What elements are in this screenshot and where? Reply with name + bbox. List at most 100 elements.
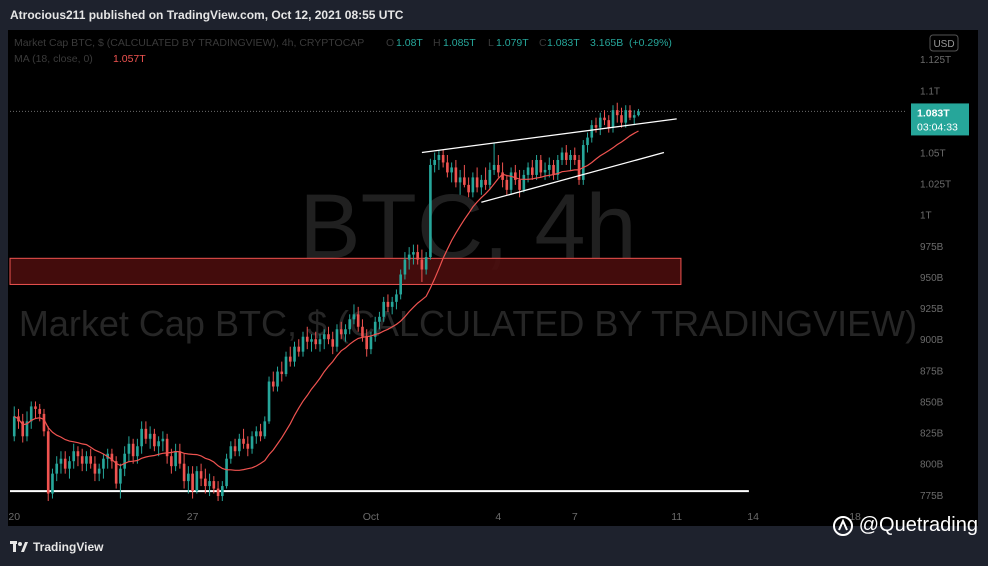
candle-body [46, 431, 50, 494]
time-tick-label: 11 [671, 511, 682, 523]
candle-body [628, 110, 632, 118]
candle-body [407, 254, 411, 260]
candle-body [68, 461, 71, 469]
current-price-value: 1.083T [917, 107, 950, 119]
candle-body [344, 329, 347, 335]
candle-body [195, 471, 199, 492]
candle-body [352, 314, 356, 320]
candle-body [620, 115, 623, 123]
chart-panel[interactable]: BTC, 4h Market Cap BTC, $ (CALCULATED BY… [8, 30, 978, 526]
price-tick-label: 875B [920, 366, 944, 377]
candle-body [267, 381, 271, 422]
price-tick-label: 1T [920, 211, 932, 222]
candle-body [12, 416, 16, 437]
candle-body [157, 441, 160, 447]
candle-body [301, 336, 305, 352]
candle-body [178, 451, 182, 464]
candle-body [55, 463, 59, 474]
legend: Market Cap BTC, $ (CALCULATED BY TRADING… [14, 37, 672, 65]
legend-open: 1.08T [396, 37, 423, 49]
time-tick-label: 20 [8, 511, 20, 523]
candle-body [250, 436, 254, 449]
candle-body [446, 162, 449, 173]
candle-body [25, 421, 29, 437]
price-axis[interactable]: 1.125T1.1T1.075T1.05T1.025T1T975B950B925… [920, 55, 951, 502]
candle-body [552, 164, 555, 175]
candle-body [467, 184, 470, 193]
candle-body [594, 125, 598, 128]
candle-body [530, 167, 534, 175]
candle-body [246, 443, 250, 449]
legend-symbol: Market Cap BTC, $ (CALCULATED BY TRADING… [14, 37, 364, 49]
candle-body [560, 152, 564, 160]
candle-body [390, 301, 394, 307]
candle-body [305, 336, 309, 342]
candle-body [233, 446, 237, 452]
chart-canvas[interactable]: BTC, 4h Market Cap BTC, $ (CALCULATED BY… [8, 30, 978, 526]
price-tick-label: 1.1T [920, 86, 940, 97]
candle-body [497, 164, 500, 173]
channel-lower-line [481, 151, 665, 203]
candle-body [399, 274, 402, 295]
candle-body [547, 164, 551, 170]
candle-body [535, 159, 538, 175]
candle-body [463, 177, 466, 185]
candle-body [637, 111, 640, 116]
candle-body [556, 159, 560, 175]
candle-body [624, 110, 628, 123]
legend-low: 1.079T [496, 37, 529, 49]
price-tick-label: 1.125T [920, 55, 951, 66]
candle-body [454, 167, 458, 183]
candle-body [611, 110, 615, 128]
candle-body [29, 406, 33, 422]
candle-body [136, 446, 139, 457]
price-tick-label: 1.05T [920, 149, 946, 160]
candle-body [80, 456, 84, 464]
candle-body [475, 177, 479, 188]
price-tick-label: 900B [920, 335, 944, 346]
legend-close-label: C [539, 37, 547, 49]
candle-body [488, 169, 492, 185]
candle-body [598, 117, 602, 128]
candle-body [514, 172, 517, 180]
candle-body [615, 110, 619, 116]
tradingview-brand: TradingView [33, 540, 104, 554]
candle-body [216, 488, 220, 497]
author-handle: @Quetrading [858, 514, 978, 536]
time-tick-label: 18 [849, 511, 861, 523]
candle-body [174, 451, 177, 467]
candle-body [327, 334, 330, 340]
candle-body [208, 481, 211, 487]
legend-open-label: O [386, 37, 394, 49]
candle-body [607, 120, 611, 128]
candle-body [271, 381, 275, 387]
candle-body [237, 438, 241, 452]
candles-group [12, 102, 640, 502]
time-axis[interactable]: 20 27 Oct 4 7 11 14 18 [8, 511, 861, 523]
candle-body [85, 456, 88, 464]
tradingview-logo[interactable]: TradingView [10, 540, 103, 554]
candle-body [429, 164, 432, 258]
social-logo-icon [832, 515, 853, 536]
candle-body [518, 179, 521, 190]
candle-body [335, 329, 339, 347]
candle-body [378, 316, 381, 322]
currency-label: USD [933, 39, 954, 50]
price-tick-label: 950B [920, 273, 944, 284]
candle-body [170, 456, 173, 467]
price-tick-label: 775B [920, 491, 944, 502]
price-tick-label: 975B [920, 242, 944, 253]
currency-button[interactable]: USD [929, 34, 959, 52]
candle-body [221, 486, 224, 497]
candle-body [212, 481, 216, 489]
candle-body [284, 356, 288, 375]
candle-body [505, 179, 509, 190]
candle-body [509, 172, 513, 190]
candle-body [382, 301, 386, 317]
top-bar: Atrocious211 published on TradingView.co… [0, 0, 988, 30]
candle-body [199, 471, 203, 479]
time-tick-label: 14 [747, 511, 759, 523]
candle-body [522, 174, 526, 190]
candle-body [586, 137, 589, 146]
candle-body [182, 463, 186, 482]
